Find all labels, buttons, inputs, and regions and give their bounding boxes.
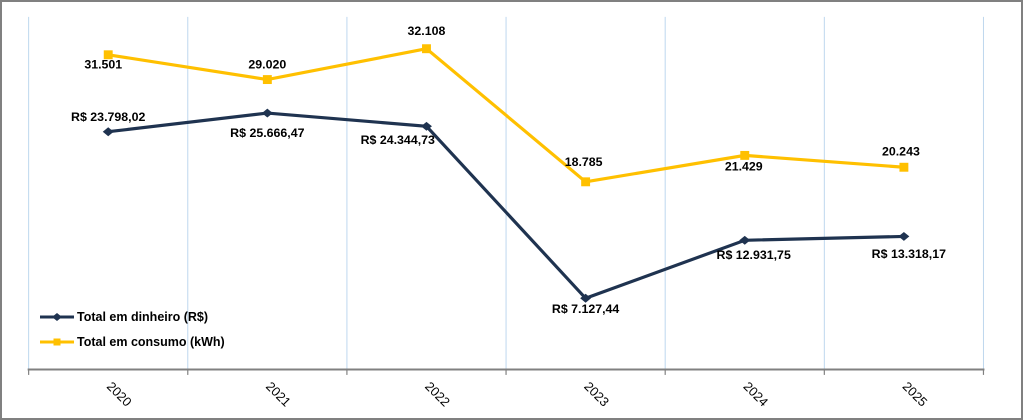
data-label: 32.108: [408, 24, 446, 38]
data-label: 31.501: [84, 58, 122, 72]
data-label: 18.785: [565, 155, 603, 169]
data-point-square[interactable]: [581, 177, 591, 187]
x-axis-label: 2024: [740, 379, 771, 410]
x-axis-label: 2020: [104, 379, 135, 410]
legend: Total em dinheiro (R$) Total em consumo …: [40, 311, 225, 348]
legend-label-dinheiro: Total em dinheiro (R$): [77, 310, 209, 324]
x-axis-label: 2025: [900, 379, 931, 410]
data-point-square[interactable]: [740, 150, 750, 160]
data-label: R$ 13.318,17: [872, 247, 946, 261]
series-line-1: [107, 47, 905, 184]
line-square-marker-icon: [40, 336, 74, 348]
data-point-diamond[interactable]: [739, 235, 751, 245]
data-label: R$ 25.666,47: [230, 126, 304, 140]
data-label: R$ 23.798,02: [71, 110, 145, 124]
legend-label-consumo: Total em consumo (kWh): [77, 334, 225, 349]
series-line-0: [108, 111, 904, 301]
data-label: 21.429: [725, 159, 763, 173]
data-point-diamond[interactable]: [898, 231, 910, 241]
data-point-diamond[interactable]: [261, 108, 273, 118]
data-point-diamond[interactable]: [580, 293, 592, 303]
data-point-square[interactable]: [262, 75, 272, 85]
x-axis-label: 2022: [422, 379, 453, 410]
legend-item-consumo[interactable]: Total em consumo (kWh): [40, 334, 225, 349]
data-point-diamond[interactable]: [421, 121, 432, 131]
data-label: R$ 7.127,44: [552, 302, 620, 316]
data-label: 29.020: [248, 58, 286, 72]
data-label: R$ 24.344,73: [361, 133, 435, 147]
x-axis-label: 2021: [263, 379, 294, 410]
data-point-square[interactable]: [899, 162, 909, 172]
data-label: R$ 12.931,75: [717, 248, 791, 262]
line-diamond-marker-icon: [40, 311, 74, 323]
data-point-diamond[interactable]: [102, 127, 114, 137]
data-point-square[interactable]: [422, 44, 431, 54]
data-label: 20.243: [882, 144, 920, 158]
data-point-square[interactable]: [103, 50, 113, 60]
legend-item-dinheiro[interactable]: Total em dinheiro (R$): [40, 311, 225, 324]
x-axis-label: 2023: [581, 379, 612, 410]
